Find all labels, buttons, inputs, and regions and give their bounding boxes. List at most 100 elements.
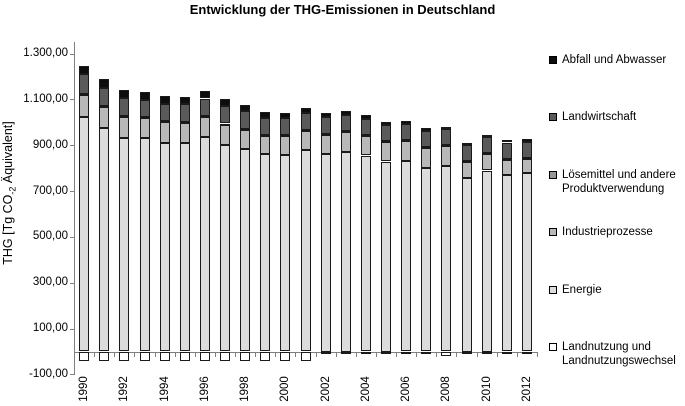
loesemittel-segment — [159, 121, 170, 124]
x-tick-mark — [436, 353, 437, 357]
y-tick-label: 900,00 — [32, 139, 68, 151]
landwirtschaft-segment — [159, 103, 170, 122]
loesemittel-segment — [260, 135, 271, 137]
landnutzung-segment — [320, 351, 331, 354]
loesemittel-segment — [320, 133, 331, 136]
landwirtschaft-segment — [340, 115, 351, 132]
loesemittel-segment — [401, 139, 412, 142]
legend-label: Abfall und Abwasser — [562, 54, 667, 66]
loesemittel-segment — [501, 158, 512, 161]
x-tick-label: 2004 — [359, 376, 372, 402]
abfall-segment — [179, 96, 190, 105]
energie-segment — [79, 117, 90, 352]
energie-segment — [461, 178, 472, 352]
energie-segment — [99, 128, 110, 352]
loesemittel-segment — [280, 134, 291, 137]
x-tick-label: 2006 — [400, 376, 413, 402]
loesemittel-segment — [481, 153, 492, 156]
loesemittel-segment — [99, 106, 110, 109]
industrieprozesse-segment — [139, 118, 150, 139]
landnutzung-segment — [79, 351, 90, 361]
landwirtschaft-segment — [501, 142, 512, 159]
abfall-segment — [320, 113, 331, 118]
abfall-segment — [139, 91, 150, 100]
industrieprozesse-segment — [220, 124, 230, 145]
abfall-segment — [240, 105, 251, 112]
legend-label: Lösemittel und andere Produktverwendung — [562, 169, 676, 195]
abfall-segment — [99, 79, 110, 88]
y-tick-mark — [70, 99, 74, 100]
x-tick-label: 2002 — [319, 376, 332, 402]
loesemittel-segment — [381, 140, 391, 143]
x-tick-mark — [376, 353, 377, 357]
landwirtschaft-segment — [481, 137, 492, 153]
landwirtschaft-segment — [139, 99, 150, 118]
industrieprozesse-segment — [79, 95, 90, 118]
energie-segment — [360, 155, 371, 352]
landnutzung-segment — [240, 351, 251, 361]
industrieprozesse-segment — [501, 159, 512, 175]
energie-segment — [119, 137, 130, 352]
x-tick-mark — [316, 353, 317, 357]
legend-swatch-landnutzung — [549, 343, 557, 351]
industrieprozesse-segment — [441, 146, 452, 167]
legend-label: Landnutzung und Landnutzungswechsel — [562, 341, 676, 367]
landnutzung-segment — [340, 351, 351, 354]
x-tick-label: 2010 — [480, 376, 493, 402]
y-tick-label: 100,00 — [32, 322, 68, 334]
energie-segment — [199, 136, 210, 352]
abfall-segment — [501, 140, 512, 143]
y-tick-label: -100,00 — [28, 368, 68, 380]
landwirtschaft-segment — [381, 125, 391, 141]
loesemittel-segment — [360, 135, 371, 137]
industrieprozesse-segment — [280, 135, 291, 155]
x-tick-mark — [215, 353, 216, 357]
x-tick-mark — [134, 353, 135, 357]
landwirtschaft-segment — [240, 111, 251, 129]
x-tick-mark — [74, 353, 75, 357]
x-tick-mark — [517, 353, 518, 357]
y-tick-label: 700,00 — [32, 185, 68, 197]
loesemittel-segment — [179, 121, 190, 124]
x-tick-mark — [255, 353, 256, 357]
landnutzung-segment — [360, 351, 371, 354]
landnutzung-segment — [300, 351, 311, 362]
legend-swatch-energie — [549, 286, 557, 294]
x-tick-label: 1990 — [78, 376, 91, 402]
x-tick-mark — [356, 353, 357, 357]
x-tick-mark — [235, 353, 236, 357]
loesemittel-segment — [119, 116, 130, 119]
x-tick-label: 2000 — [279, 376, 292, 402]
abfall-segment — [381, 121, 391, 126]
landwirtschaft-segment — [79, 74, 90, 95]
loesemittel-segment — [199, 116, 210, 119]
landnutzung-segment — [521, 351, 532, 354]
abfall-segment — [360, 115, 371, 119]
loesemittel-segment — [461, 161, 472, 164]
abfall-segment — [220, 99, 230, 106]
legend-item-energie: Energie — [549, 284, 681, 298]
abfall-segment — [119, 90, 130, 99]
x-tick-label: 1998 — [239, 376, 252, 402]
x-tick-mark — [396, 353, 397, 357]
industrieprozesse-segment — [360, 135, 371, 156]
landwirtschaft-segment — [360, 118, 371, 135]
landnutzung-segment — [501, 351, 512, 354]
energie-segment — [159, 142, 170, 352]
y-tick-label: 300,00 — [32, 276, 68, 288]
industrieprozesse-segment — [99, 107, 110, 129]
landnutzung-segment — [119, 351, 130, 361]
loesemittel-segment — [79, 94, 90, 97]
landnutzung-segment — [159, 351, 170, 361]
landwirtschaft-segment — [119, 98, 130, 117]
industrieprozesse-segment — [320, 134, 331, 154]
x-tick-mark — [295, 353, 296, 357]
x-tick-label: 1996 — [198, 376, 211, 402]
x-tick-mark — [416, 353, 417, 357]
loesemittel-segment — [521, 157, 532, 160]
industrieprozesse-segment — [381, 141, 391, 162]
legend-swatch-loesemittel — [549, 171, 557, 179]
y-tick-mark — [70, 374, 74, 375]
legend-item-industrieprozesse: Industrieprozesse — [549, 226, 681, 240]
